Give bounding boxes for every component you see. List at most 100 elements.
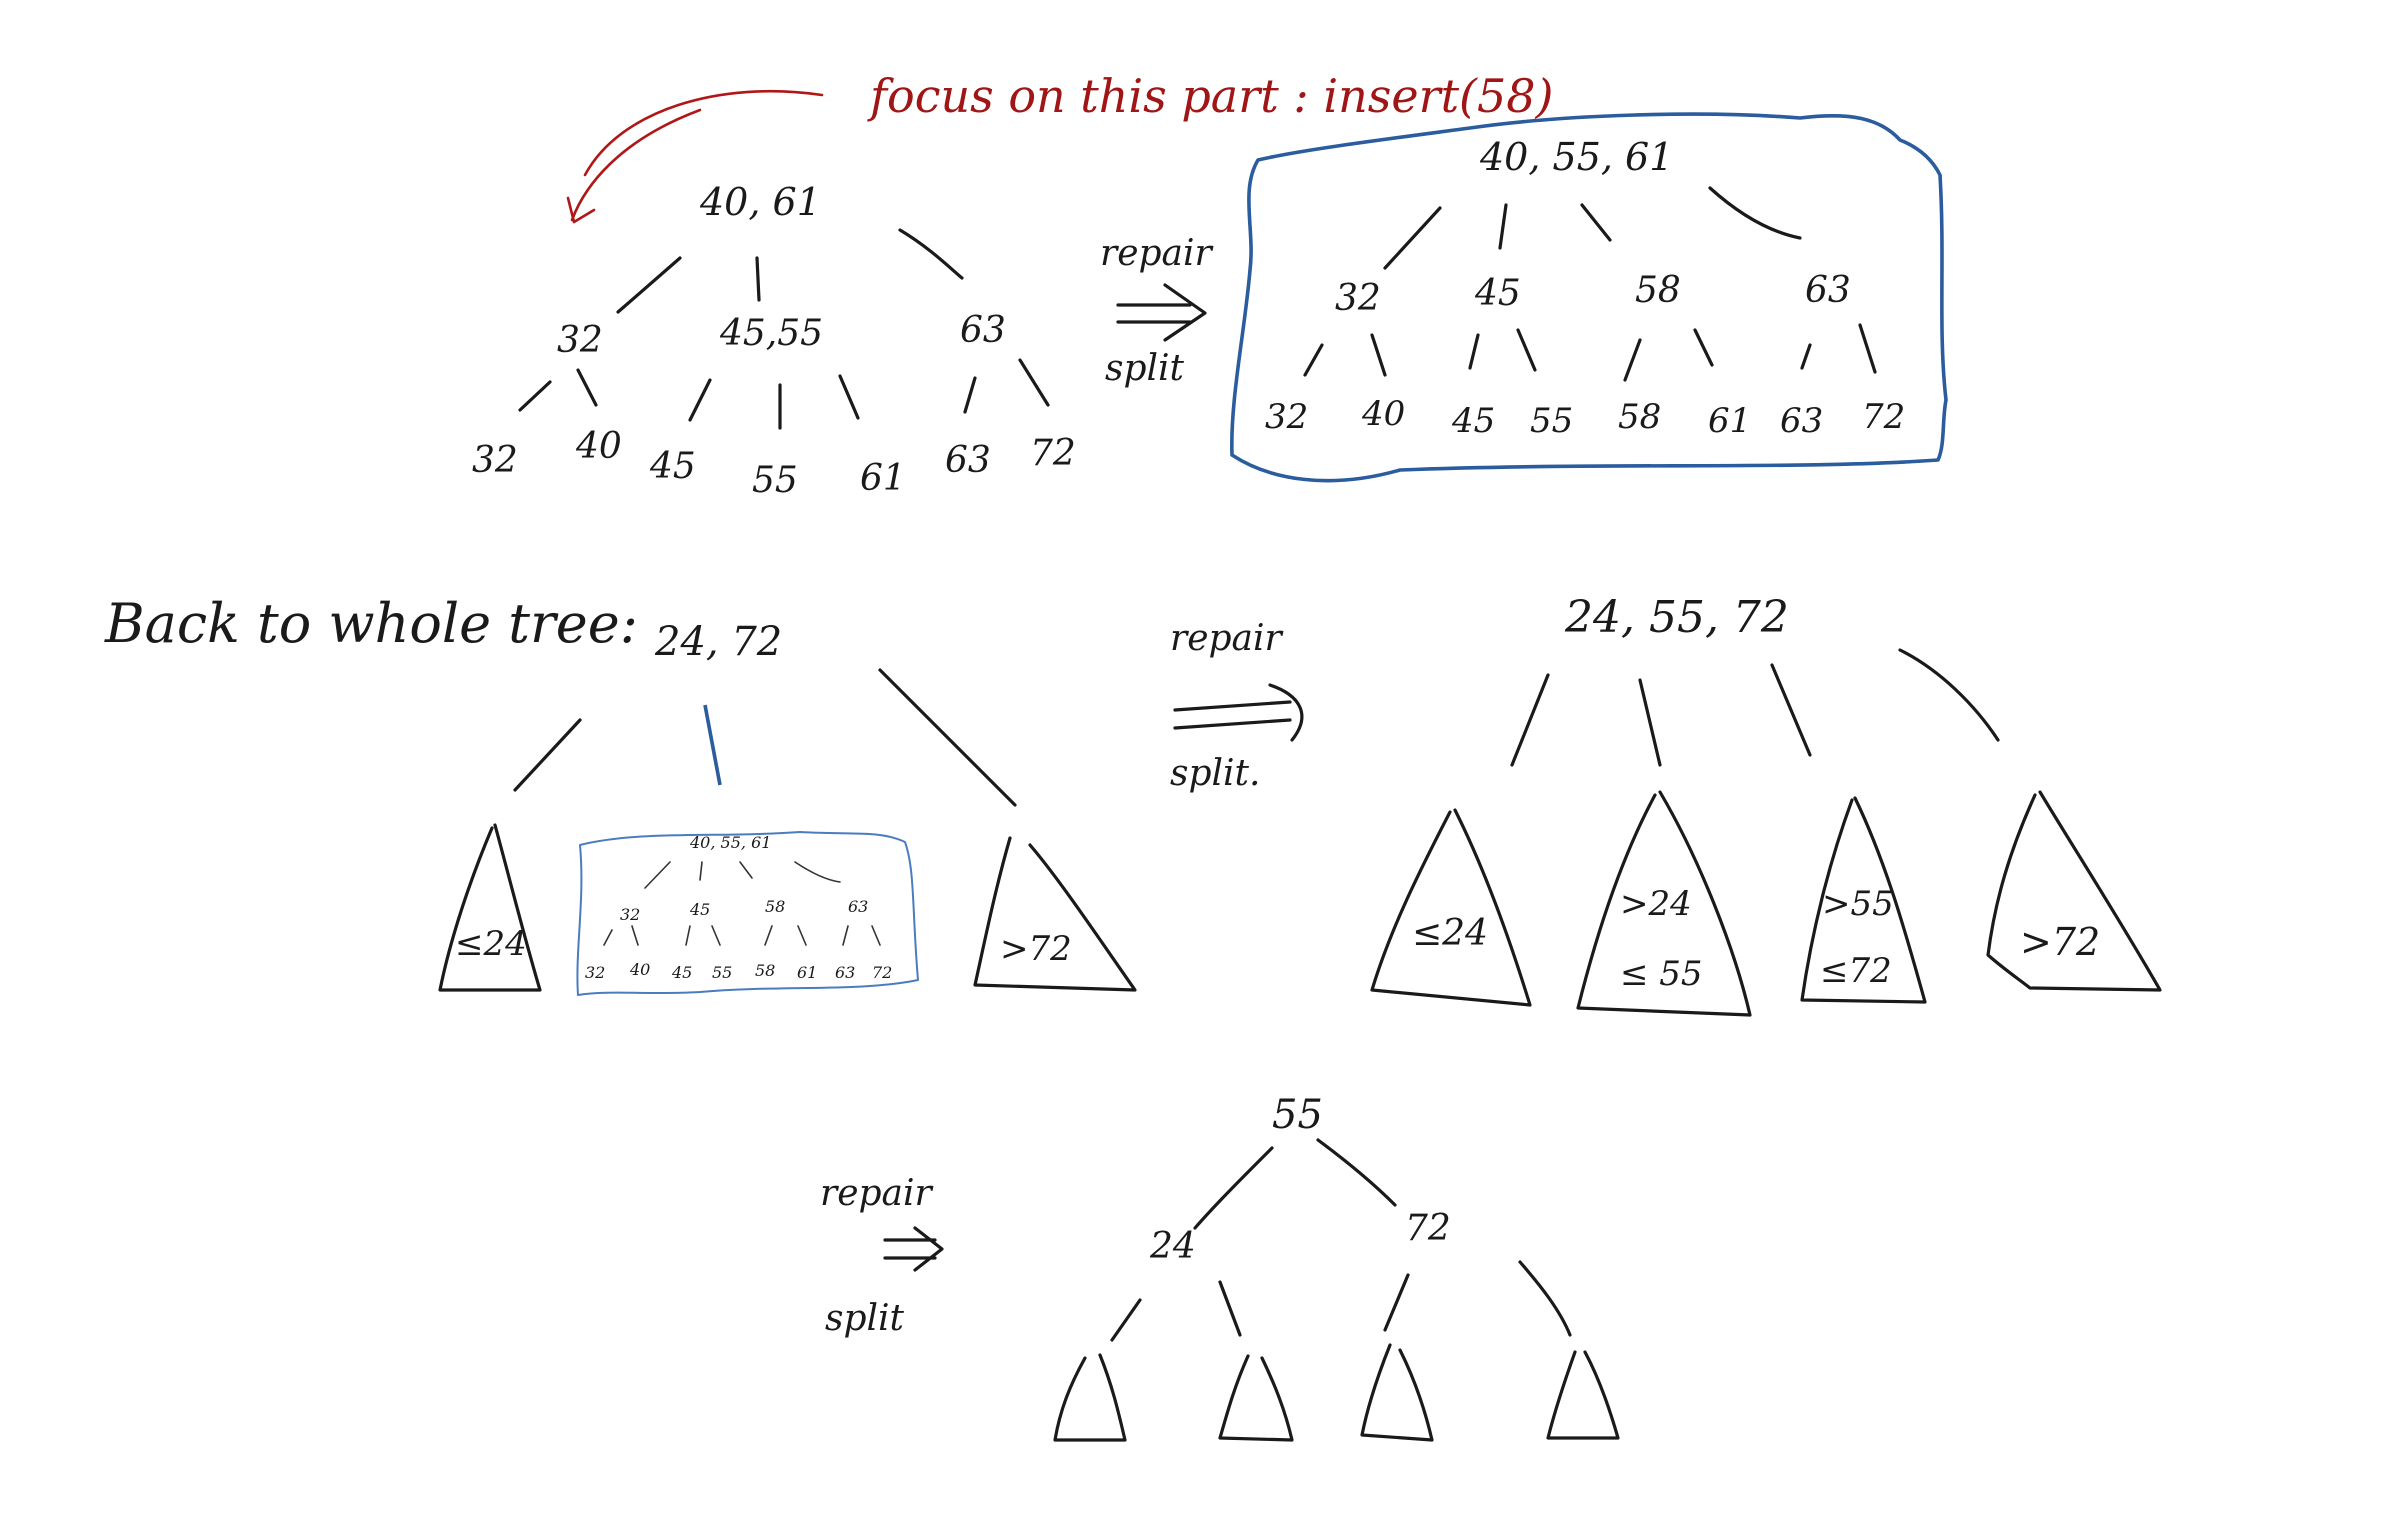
ml-inset-edge-2 [699,861,703,881]
mr-triangle-3 [1800,796,1927,1004]
mr-triangle-2 [1576,790,1752,1017]
blue-box-top [1230,112,1948,483]
arrow2-top: repair [1170,618,1284,659]
tr-edge-3 [1580,203,1612,242]
tl-child-3: 63 [960,310,1006,351]
mid-right-tree: 24, 55, 72 ≤24 >24 ≤ 55 >55 ≤72 >72 [1370,592,2162,1017]
mr-label-2a: >24 [1620,884,1692,924]
mr-label-1: ≤24 [1412,913,1488,954]
ml-inset-edge-3 [739,861,753,879]
ml-inset-child-2: 45 [689,900,710,919]
focus-note: focus on this part : insert(58) [867,69,1554,123]
ml-inset-leaf-5: 58 [755,961,775,980]
tl-leaf-7: 72 [1030,433,1076,474]
ml-inset-leaf-4: 55 [712,963,732,982]
ml-inset-leaf-7: 63 [835,963,855,982]
tr-l-edge-8 [1858,323,1877,374]
ml-edge-middle [703,704,722,786]
bt-edge-left [1193,1146,1274,1230]
tr-leaf-3: 45 [1451,401,1495,441]
arrow1-top: repair [1100,233,1214,274]
tl-l-edge-5 [838,374,860,420]
tl-l-edge-6 [963,376,977,414]
tr-leaf-2: 40 [1361,394,1405,434]
tr-leaf-1: 32 [1265,397,1308,437]
mr-triangle-1 [1370,808,1532,1007]
ml-inset-box [576,831,919,996]
tl-leaf-5: 61 [860,458,906,499]
ml-inset-edge-4 [794,861,841,883]
red-curve-arrow [583,89,824,177]
arrow3-double [883,1226,944,1272]
bt-l-edge-4 [1518,1260,1572,1337]
tl-leaf-1: 32 [472,440,518,481]
bt-root: 55 [1272,1092,1323,1138]
ml-inset-leaf-8: 72 [872,963,892,982]
ml-inset-leaf-edges [603,925,881,946]
mr-edge-3 [1770,663,1812,757]
tr-l-edge-6 [1693,328,1714,367]
red-arrowhead [566,196,596,224]
mr-label-2b: ≤ 55 [1620,954,1703,994]
arrow3-top: repair [820,1173,934,1214]
tr-l-edge-1 [1303,343,1324,377]
mr-label-4: >72 [2020,920,2100,964]
ml-inset-root: 40, 55, 61 [689,833,771,852]
tr-l-edge-2 [1370,333,1387,377]
tr-l-edge-3 [1468,333,1480,370]
tr-leaf-6: 61 [1708,401,1751,441]
tl-child-2: 45,55 [719,313,823,354]
mr-label-3a: >55 [1822,884,1894,924]
tl-l-edge-1 [518,380,552,412]
tr-l-edge-7 [1800,343,1812,370]
tl-l-edge-2 [576,368,598,407]
section-heading: Back to whole tree: [104,592,638,655]
tl-edge-2 [755,256,761,302]
ml-left-label: ≤24 [455,924,527,964]
arrow3-bottom: split [825,1298,905,1339]
tr-leaf-8: 72 [1862,397,1905,437]
tl-leaf-2: 40 [575,426,622,467]
ml-right-label: >72 [1000,929,1072,969]
tr-child-3: 58 [1635,270,1681,311]
mr-triangle-4 [1986,790,2162,992]
tr-leaf-5: 58 [1618,397,1661,437]
tr-child-4: 63 [1805,270,1851,311]
bt-triangle-3 [1360,1343,1434,1442]
ml-root: 24, 72 [654,619,782,665]
ml-inset-leaf-3: 45 [671,963,692,982]
ml-edge-left [513,718,582,792]
tl-leaf-4: 55 [752,460,798,501]
tr-edge-4 [1708,186,1802,240]
tl-edge-1 [616,256,682,314]
mr-label-3b: ≤72 [1820,951,1892,991]
tr-child-2: 45 [1474,273,1521,314]
tl-root: 40, 61 [699,180,821,224]
arrow2-double [1173,683,1304,742]
bt-l-edge-3 [1383,1273,1410,1332]
tr-l-edge-4 [1516,328,1537,372]
tr-root: 40, 55, 61 [1479,135,1673,179]
arrow-repair-split-3: repair split [820,1173,944,1339]
bottom-tree: 55 24 72 [1053,1092,1620,1442]
ml-inset-leaf-6: 61 [797,963,817,982]
arrow-repair-split-1: repair split [1100,233,1214,389]
arrow1-bottom: split [1105,348,1185,389]
top-left-tree: 40, 61 32 45,55 63 32 40 45 55 61 63 72 [472,180,1076,501]
bt-edge-right [1316,1138,1397,1207]
mr-edge-4 [1898,648,2000,742]
arrow-repair-split-2: repair split. [1170,618,1304,794]
tl-edge-3 [898,228,964,280]
ml-inset-child-4: 63 [848,897,868,916]
mr-edge-2 [1638,678,1662,767]
ml-left-triangle [438,823,542,992]
tl-child-1: 32 [557,320,603,361]
tr-l-edge-5 [1623,338,1642,382]
tl-l-edge-7 [1018,358,1050,407]
ml-inset-child-1: 32 [620,905,640,924]
tr-edge-2 [1498,203,1508,250]
tr-leaf-7: 63 [1780,401,1823,441]
bt-triangle-1 [1053,1353,1127,1442]
ml-edge-right [878,668,1017,807]
